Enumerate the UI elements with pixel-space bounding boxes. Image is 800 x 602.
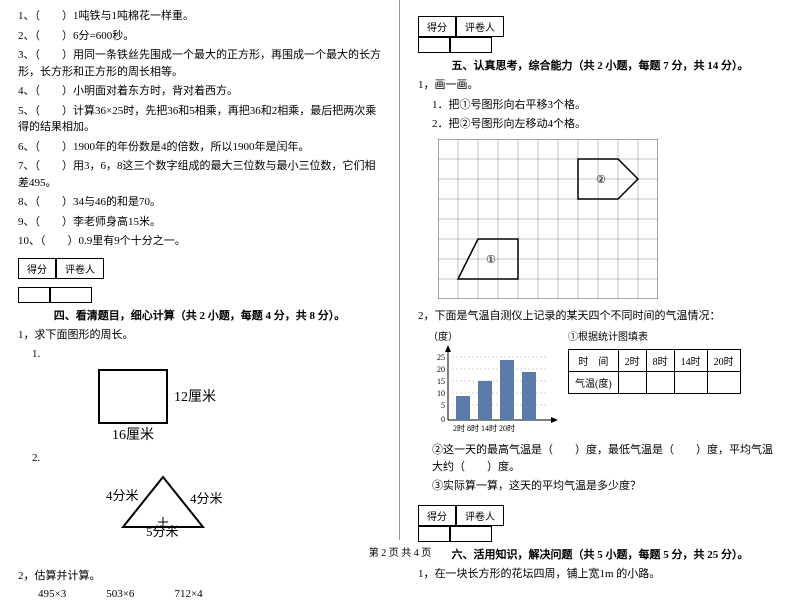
score-box-5-blank [418,37,782,53]
shape2-label: ② [596,174,606,186]
tri-right-label: 4分米 [190,488,463,507]
score-box-5: 得分 评卷人 [418,16,782,37]
rectangle-figure: 12厘米 16厘米 [98,369,381,444]
rect-width-label: 16厘米 [98,424,168,444]
tbl-b2[interactable] [646,372,674,394]
rectangle-shape [98,369,168,424]
tbl-h1: 时 间 [569,350,619,372]
judge-q4: 4、（ ）小明面对着东方时，背对着西方。 [18,83,381,100]
s5-q1-1: 1．把①号图形向右平移3个格。 [418,97,782,114]
grader-label-5: 评卷人 [456,16,504,37]
judge-q9: 9、（ ）李老师身高15米。 [18,214,381,231]
tbl-b3[interactable] [674,372,707,394]
score-box-6: 得分 评卷人 [418,505,782,526]
tbl-h2: 气温(度) [569,372,619,394]
judge-q6: 6、（ ）1900年的年份数是4的倍数，所以1900年是闰年。 [18,139,381,156]
s6-q1: 1，在一块长方形的花坛四周，铺上宽1m 的小路。 [418,566,782,583]
score-label-6: 得分 [418,505,456,526]
score-label: 得分 [18,258,56,279]
chart-row: （度） 25 20 15 10 5 0 2时 8时 14时 [428,328,782,438]
x-labels: 2时 8时 14时 20时 [453,423,515,433]
grader-blank-6[interactable] [450,526,492,542]
tbl-b1[interactable] [618,372,646,394]
tbl-c3: 14时 [674,350,707,372]
y25: 25 [437,353,445,362]
score-blank-5[interactable] [418,37,450,53]
y20: 20 [437,365,445,374]
tbl-b4[interactable] [707,372,740,394]
grader-label-6: 评卷人 [456,505,504,526]
chart-legend: ①根据统计图填表 [568,328,741,343]
y0: 0 [441,415,445,424]
chart-table-area: ①根据统计图填表 时 间 2时 8时 14时 20时 气温(度) [568,328,741,394]
estimation-row: 495×3 503×6 712×4 [18,588,381,600]
tbl-c4: 20时 [707,350,740,372]
grader-blank[interactable] [50,287,92,303]
s4-q2: 2，估算并计算。 [18,568,381,585]
grader-label: 评卷人 [56,258,104,279]
temp-table: 时 间 2时 8时 14时 20时 气温(度) [568,349,741,394]
s5-q2-3: ③实际算一算，这天的平均气温是多少度？ [418,478,782,495]
est-1: 495×3 [38,588,66,600]
judge-q10: 10、（ ）0.9里有9个十分之一。 [18,233,381,250]
chart-svg: 25 20 15 10 5 0 2时 8时 14时 20时 [428,345,558,435]
score-blank-6[interactable] [418,526,450,542]
judge-q7: 7、（ ）用3，6，8这三个数字组成的最大三位数与最小三位数，它们相差495。 [18,158,381,191]
section-4-title: 四、看清题目，细心计算（共 2 小题，每题 4 分，共 8 分）。 [18,307,381,323]
tbl-c2: 8时 [646,350,674,372]
tri-bottom-label: 5分米 [146,521,419,540]
judge-q2: 2、（ ）6分=600秒。 [18,28,381,45]
s4-q1-2: 2. [18,450,381,467]
score-blank[interactable] [18,287,50,303]
score-box-4: 得分 评卷人 [18,258,381,279]
s5-q2: 2，下面是气温自测仪上记录的某天四个不同时间的气温情况： [418,308,782,325]
judge-q1: 1、（ ）1吨铁与1吨棉花一样重。 [18,8,381,25]
judge-q8: 8、（ ）34与46的和是70。 [18,194,381,211]
tbl-c1: 2时 [618,350,646,372]
judge-q3: 3、（ ）用同一条铁丝先围成一个最大的正方形，再围成一个最大的长方形，长方形和正… [18,47,381,80]
score-box-6-blank [418,526,782,542]
left-column: 1、（ ）1吨铁与1吨棉花一样重。 2、（ ）6分=600秒。 3、（ ）用同一… [0,0,400,540]
grid-svg: ② ① [438,139,658,299]
est-3: 712×4 [174,588,202,600]
s4-q1: 1，求下面图形的周长。 [18,327,381,344]
judge-q5: 5、（ ）计算36×25时，先把36和5相乘，再把36和2相乘，最后把两次乘得的… [18,103,381,136]
s5-q2-2: ②这一天的最高气温是（ ）度，最低气温是（ ）度，平均气温大约（ ）度。 [418,442,782,475]
grid-figure: ② ① [438,139,782,302]
est-2: 503×6 [106,588,134,600]
s5-q1-2: 2．把②号图形向左移动4个格。 [418,116,782,133]
score-label-5: 得分 [418,16,456,37]
page-footer: 第 2 页 共 4 页 [0,544,800,559]
s4-q1-1: 1. [18,346,381,363]
right-column: 得分 评卷人 五、认真思考，综合能力（共 2 小题，每题 7 分，共 14 分）… [400,0,800,540]
y15: 15 [437,377,445,386]
y-axis-label: （度） [428,328,558,343]
grader-blank-5[interactable] [450,37,492,53]
shape1-label: ① [486,254,496,266]
section-5-title: 五、认真思考，综合能力（共 2 小题，每题 7 分，共 14 分）。 [418,57,782,73]
rect-height-label: 12厘米 [174,386,216,406]
bar-chart: （度） 2520151050 2时 8时 14时 [428,328,558,438]
y10: 10 [437,389,445,398]
s5-q1: 1，画一画。 [418,77,782,94]
y5: 5 [441,401,445,410]
score-box-4-blank [18,287,381,303]
